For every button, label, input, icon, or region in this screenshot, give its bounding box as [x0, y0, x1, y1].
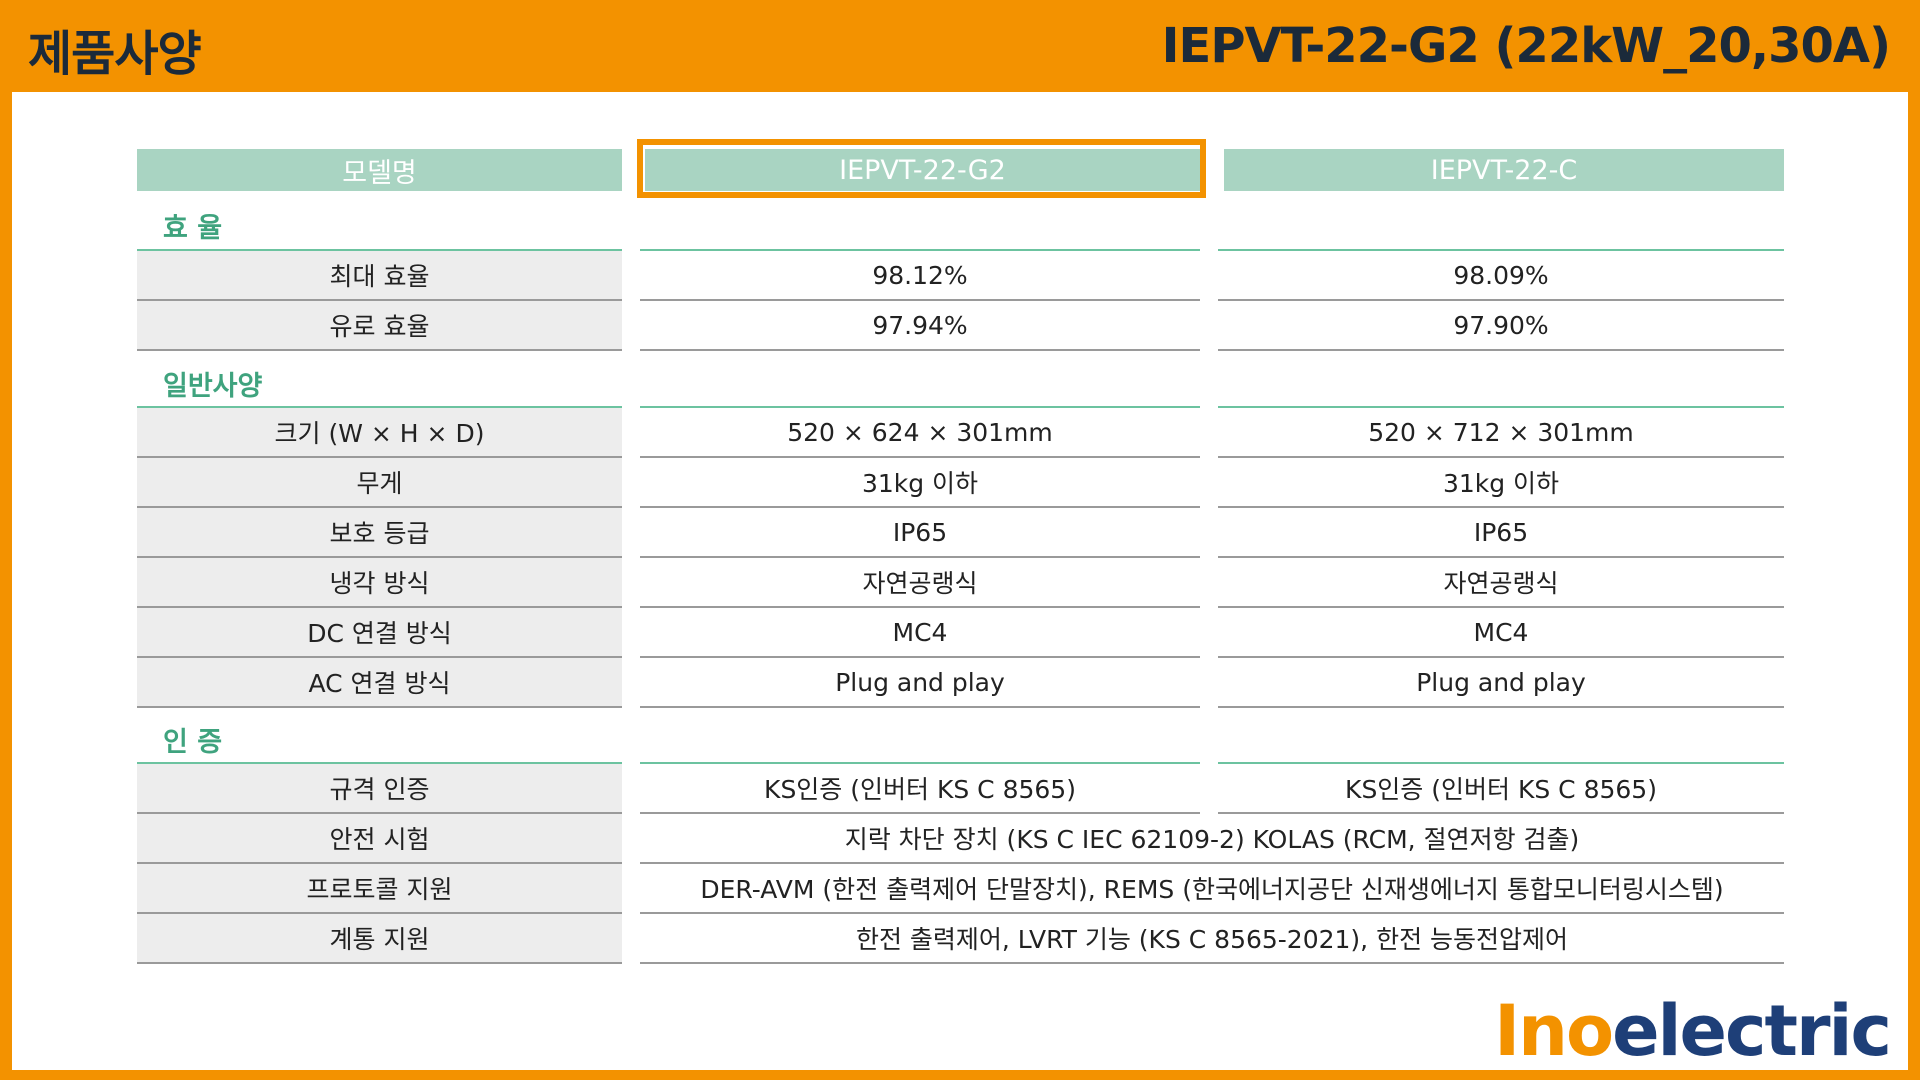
value-cell: IP65 — [1218, 508, 1784, 558]
section-divider — [640, 406, 1200, 408]
row-label: 유로 효율 — [137, 301, 622, 351]
row-label: 계통 지원 — [137, 914, 622, 964]
value-cell: 520 × 712 × 301mm — [1218, 408, 1784, 458]
section-general: 일반사양 — [163, 371, 263, 402]
highlight-frame — [637, 139, 1206, 198]
header-model-2: IEPVT-22-C — [1224, 149, 1784, 191]
section-efficiency: 효 율 — [163, 213, 223, 244]
merged-value-cell: 지락 차단 장치 (KS C IEC 62109-2) KOLAS (RCM, … — [640, 814, 1784, 864]
section-divider — [1218, 406, 1784, 408]
model-title: IEPVT-22-G2 (22kW_20,30A) — [1161, 18, 1891, 74]
value-cell: 31kg 이하 — [1218, 458, 1784, 508]
merged-value-cell: DER-AVM (한전 출력제어 단말장치), REMS (한국에너지공단 신재… — [640, 864, 1784, 914]
row-label: 프로토콜 지원 — [137, 864, 622, 914]
value-cell: 98.09% — [1218, 251, 1784, 301]
section-certification: 인 증 — [163, 727, 223, 758]
section-divider — [137, 406, 622, 408]
row-label: 안전 시험 — [137, 814, 622, 864]
header-label-cell: 모델명 — [137, 149, 622, 191]
value-cell: 97.94% — [640, 301, 1200, 351]
value-cell: KS인증 (인버터 KS C 8565) — [640, 764, 1200, 814]
row-label: DC 연결 방식 — [137, 608, 622, 658]
row-label: AC 연결 방식 — [137, 658, 622, 708]
section-divider — [137, 762, 622, 764]
header-model-1: IEPVT-22-G2 — [645, 149, 1200, 191]
value-cell: Plug and play — [1218, 658, 1784, 708]
logo-part-electric: electric — [1612, 990, 1892, 1072]
row-label: 냉각 방식 — [137, 558, 622, 608]
value-cell: Plug and play — [640, 658, 1200, 708]
row-label: 최대 효율 — [137, 251, 622, 301]
value-cell: 97.90% — [1218, 301, 1784, 351]
section-divider — [640, 762, 1200, 764]
row-label: 무게 — [137, 458, 622, 508]
value-cell: IP65 — [640, 508, 1200, 558]
row-label: 크기 (W × H × D) — [137, 408, 622, 458]
section-divider — [640, 249, 1200, 251]
page-title: 제품사양 — [28, 26, 202, 82]
section-divider — [137, 249, 622, 251]
value-cell: KS인증 (인버터 KS C 8565) — [1218, 764, 1784, 814]
row-label: 보호 등급 — [137, 508, 622, 558]
merged-value-cell: 한전 출력제어, LVRT 기능 (KS C 8565-2021), 한전 능동… — [640, 914, 1784, 964]
row-label: 규격 인증 — [137, 764, 622, 814]
value-cell: 31kg 이하 — [640, 458, 1200, 508]
section-divider — [1218, 249, 1784, 251]
value-cell: 520 × 624 × 301mm — [640, 408, 1200, 458]
section-divider — [1218, 762, 1784, 764]
brand-logo: Inoelectric — [1494, 990, 1892, 1072]
value-cell: MC4 — [640, 608, 1200, 658]
value-cell: MC4 — [1218, 608, 1784, 658]
value-cell: 자연공랭식 — [1218, 558, 1784, 608]
value-cell: 98.12% — [640, 251, 1200, 301]
value-cell: 자연공랭식 — [640, 558, 1200, 608]
logo-part-ino: Ino — [1494, 990, 1614, 1072]
